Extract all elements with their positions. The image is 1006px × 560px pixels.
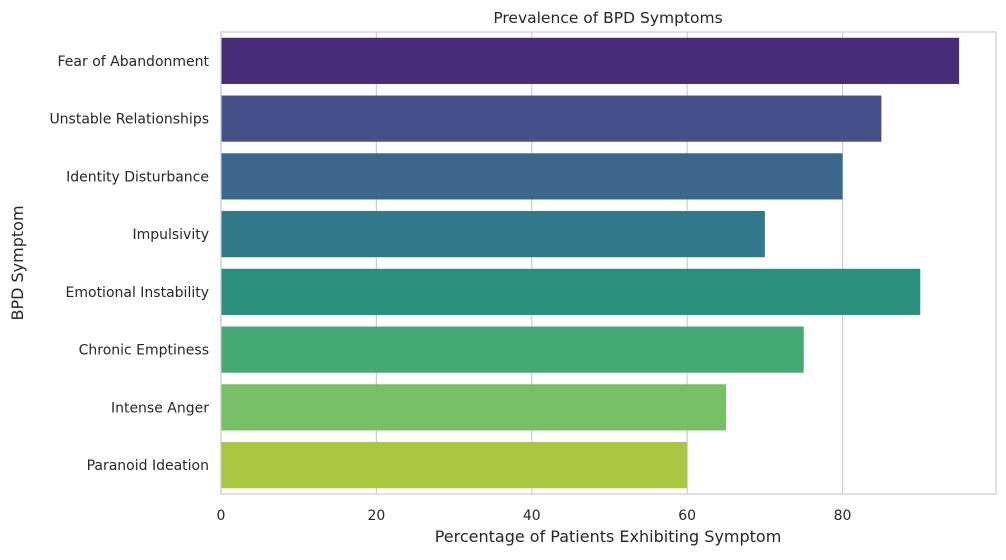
y-tick-label: Chronic Emptiness [79, 343, 209, 359]
x-tick-label: 40 [523, 508, 541, 524]
y-tick-labels: Fear of Abandonment Unstable Relationship… [49, 54, 209, 474]
x-tick-labels: 0 20 40 60 80 [217, 508, 852, 524]
bar [221, 384, 727, 431]
y-axis-label: BPD Symptom [8, 205, 27, 320]
x-tick-label: 80 [834, 508, 852, 524]
bars [221, 37, 960, 489]
bar [221, 326, 804, 373]
bar [221, 442, 688, 489]
y-tick-label: Paranoid Ideation [87, 458, 209, 474]
bar [221, 37, 960, 84]
y-tick-label: Unstable Relationships [49, 112, 209, 128]
y-tick-label: Fear of Abandonment [58, 54, 210, 70]
y-tick-label: Identity Disturbance [66, 169, 209, 185]
bar [221, 211, 765, 258]
x-axis-label: Percentage of Patients Exhibiting Sympto… [435, 527, 782, 546]
bar [221, 95, 882, 142]
plot-frame [220, 31, 997, 495]
chart-title: Prevalence of BPD Symptoms [493, 9, 722, 27]
bar [221, 153, 843, 200]
x-tick-label: 20 [367, 508, 385, 524]
y-tick-label: Emotional Instability [66, 285, 209, 301]
y-tick-label: Impulsivity [132, 227, 209, 243]
x-tick-label: 60 [678, 508, 696, 524]
x-tick-label: 0 [217, 508, 226, 524]
y-tick-label: Intense Anger [111, 400, 209, 416]
bar [221, 268, 921, 315]
